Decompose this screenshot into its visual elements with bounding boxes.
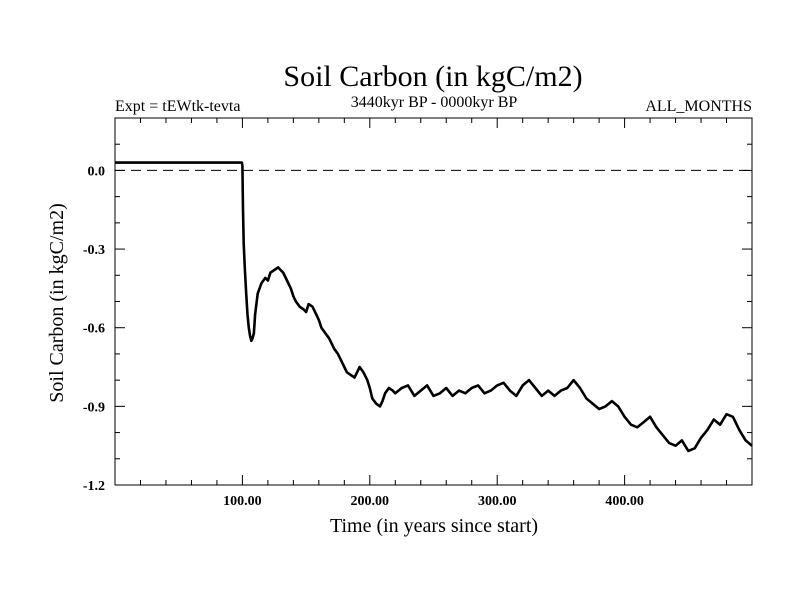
plot-area: 100.00 200.00 300.00 400.00 -1.2 -0.9 -0.6 -0.3… xyxy=(83,117,753,509)
x-tick-label: 100.00 xyxy=(223,494,262,509)
y-axis-label: Soil Carbon (in kgC/m2) xyxy=(46,203,68,402)
months-label: ALL_MONTHS xyxy=(645,98,752,115)
x-tick-label: 400.00 xyxy=(605,494,644,509)
y-tick-label: -0.9 xyxy=(83,400,105,415)
x-axis-label: Time (in years since start) xyxy=(330,515,538,537)
chart-title: Soil Carbon (in kgC/m2) xyxy=(283,60,582,93)
y-tick-label: -0.6 xyxy=(83,322,105,337)
plot-frame xyxy=(114,117,753,486)
experiment-label: Expt = tEWtk-tevta xyxy=(115,98,240,115)
y-tick-label: -0.3 xyxy=(83,243,105,258)
x-tick-label: 200.00 xyxy=(351,494,390,509)
y-tick-label: -1.2 xyxy=(83,479,105,494)
soil-carbon-line xyxy=(115,161,753,453)
x-tick-label: 300.00 xyxy=(478,494,517,509)
time-range-label: 3440kyr BP - 0000kyr BP xyxy=(351,94,518,111)
y-tick-label: 0.0 xyxy=(88,164,106,179)
